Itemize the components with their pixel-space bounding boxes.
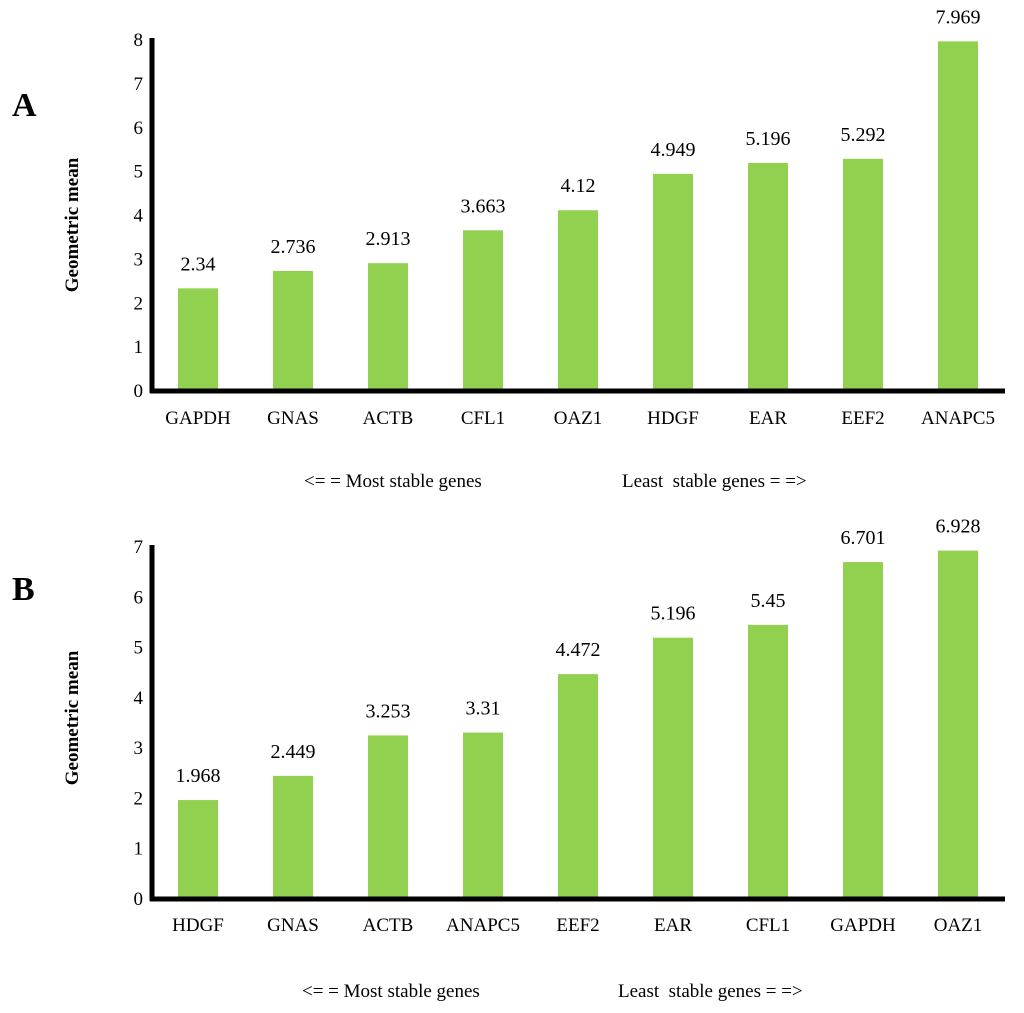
panel-a-y-tick-label: 7 — [134, 74, 144, 95]
panel-b-category-label: ACTB — [363, 915, 414, 936]
panel-b-bar — [368, 735, 408, 899]
panel-a-data-label: 5.196 — [746, 128, 791, 150]
panel-b-data-label: 5.196 — [651, 603, 696, 625]
panel-b-note-most-stable: <= = Most stable genes — [302, 981, 480, 1002]
panel-a-data-label: 4.12 — [561, 175, 596, 197]
panel-a-data-label: 2.34 — [181, 253, 216, 275]
panel-b-bar — [558, 674, 598, 899]
panel-b-bar — [463, 732, 503, 899]
panel-a-y-tick-label: 8 — [134, 30, 144, 51]
panel-a-bar — [938, 41, 978, 391]
panel-a-category-label: OAZ1 — [554, 408, 603, 429]
panel-a-note-most-stable: <= = Most stable genes — [304, 471, 482, 492]
panel-b-bar — [178, 800, 218, 899]
panel-b-bar — [938, 550, 978, 899]
panel-b-y-tick-label: 0 — [134, 889, 144, 910]
panel-b-bar — [273, 775, 313, 899]
panel-a-y-tick-label: 0 — [134, 381, 144, 402]
panel-a-bar — [178, 288, 218, 391]
panel-b-category-label: GNAS — [267, 915, 319, 936]
panel-a-y-tick-label: 3 — [134, 249, 144, 270]
panel-b-category-label: OAZ1 — [934, 915, 983, 936]
panel-a-label: A — [12, 87, 37, 124]
panel-a-plot: 2.34 GAPDH 2.736 GNAS 2.913 ACTB 3.663 CFL1 4.12… — [134, 6, 1005, 429]
panel-a-bar — [368, 263, 408, 391]
panel-b-y-tick-label: 4 — [134, 688, 144, 709]
panel-b-category-label: ANAPC5 — [446, 915, 520, 936]
panel-a-note-least-stable: Least stable genes = => — [622, 471, 807, 492]
panel-a-y-tick-label: 5 — [134, 162, 144, 183]
panel-b-plot: 1.968 HDGF 2.449 GNAS 3.253 ACTB 3.31 ANAPC5 4.4… — [134, 516, 1005, 936]
panel-b-bar — [653, 637, 693, 899]
panel-b-note-least-stable: Least stable genes = => — [618, 981, 803, 1002]
panel-b-y-tick-label: 7 — [134, 537, 144, 558]
panel-a-y-tick-label: 6 — [134, 118, 144, 139]
panel-a-category-label: GNAS — [267, 408, 319, 429]
panel-a-category-label: GAPDH — [165, 408, 231, 429]
panel-a-category-label: ACTB — [363, 408, 414, 429]
panel-b-y-axis-label: Geometric mean — [62, 650, 83, 785]
panel-b-data-label: 3.253 — [366, 700, 411, 722]
panel-a-data-label: 7.969 — [936, 6, 981, 28]
panel-a-data-label: 5.292 — [841, 124, 886, 146]
panel-a-category-label: EEF2 — [841, 408, 884, 429]
panel-b-y-tick-label: 3 — [134, 738, 144, 759]
panel-a-y-tick-label: 1 — [134, 337, 144, 358]
panel-b-category-label: GAPDH — [830, 915, 896, 936]
panel-a-data-label: 2.913 — [366, 228, 411, 250]
panel-a-category-label: HDGF — [647, 408, 699, 429]
panel-a-category-label: EAR — [749, 408, 787, 429]
panel-b-data-label: 6.701 — [841, 527, 886, 549]
panel-b-data-label: 1.968 — [176, 765, 221, 787]
panel-a-data-label: 2.736 — [271, 236, 316, 258]
panel-b-y-tick-label: 6 — [134, 587, 144, 608]
panel-a-bar — [748, 163, 788, 391]
panel-a-bar — [653, 173, 693, 391]
panel-b-bar — [748, 624, 788, 899]
panel-b-category-label: CFL1 — [746, 915, 790, 936]
panel-a-category-label: CFL1 — [461, 408, 505, 429]
panel-b-data-label: 2.449 — [271, 741, 316, 763]
panel-b-y-tick-label: 2 — [134, 788, 144, 809]
panel-a-y-tick-label: 4 — [134, 206, 144, 227]
panel-b-y-tick-label: 5 — [134, 638, 144, 659]
panel-a-data-label: 3.663 — [461, 195, 506, 217]
panel-a-y-axis-label: Geometric mean — [62, 157, 83, 292]
panel-b-data-label: 5.45 — [751, 590, 786, 612]
panel-a-y-tick-label: 2 — [134, 293, 144, 314]
panel-b-category-label: HDGF — [172, 915, 224, 936]
panel-a-data-label: 4.949 — [651, 139, 696, 161]
panel-b-y-tick-label: 1 — [134, 839, 144, 860]
panel-b-data-label: 3.31 — [466, 698, 501, 720]
panel-a-bar — [463, 230, 503, 391]
panel-b-category-label: EAR — [654, 915, 692, 936]
panel-a-bar — [273, 270, 313, 391]
panel-a-bar — [558, 210, 598, 391]
panel-b-bar — [843, 562, 883, 899]
panel-b-category-label: EEF2 — [556, 915, 599, 936]
panel-b-label: B — [12, 571, 35, 608]
panel-a-bar — [843, 158, 883, 391]
panel-b-data-label: 4.472 — [556, 639, 601, 661]
panel-a-category-label: ANAPC5 — [921, 408, 995, 429]
panel-b-data-label: 6.928 — [936, 516, 981, 538]
